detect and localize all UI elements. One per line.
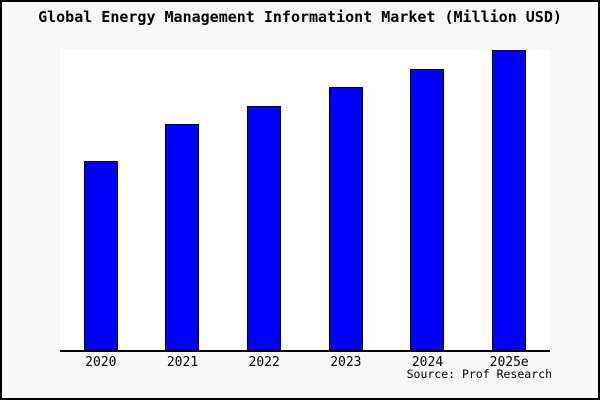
x-tick-label-2022: 2022 bbox=[248, 355, 280, 370]
x-tick-label-2021: 2021 bbox=[166, 355, 199, 370]
x-tick-label-2024: 2024 bbox=[411, 355, 444, 370]
bar-2022 bbox=[247, 105, 282, 350]
bar-2025e bbox=[492, 50, 527, 350]
bar-2023 bbox=[328, 86, 363, 350]
bar-2024 bbox=[410, 68, 445, 350]
plot-area bbox=[60, 49, 550, 352]
x-axis-labels: 2020 2021 2022 2023 2024 2025e bbox=[60, 355, 550, 370]
x-tick-label-2020: 2020 bbox=[85, 355, 117, 370]
bar-2021 bbox=[165, 124, 200, 350]
bar-2020 bbox=[83, 161, 118, 350]
x-tick-label-2023: 2023 bbox=[330, 355, 362, 370]
source-credit: Source: Prof Research bbox=[406, 367, 552, 381]
x-tick-label-2025e: 2025e bbox=[489, 355, 529, 370]
chart-title: Global Energy Management Informationt Ma… bbox=[38, 8, 562, 26]
